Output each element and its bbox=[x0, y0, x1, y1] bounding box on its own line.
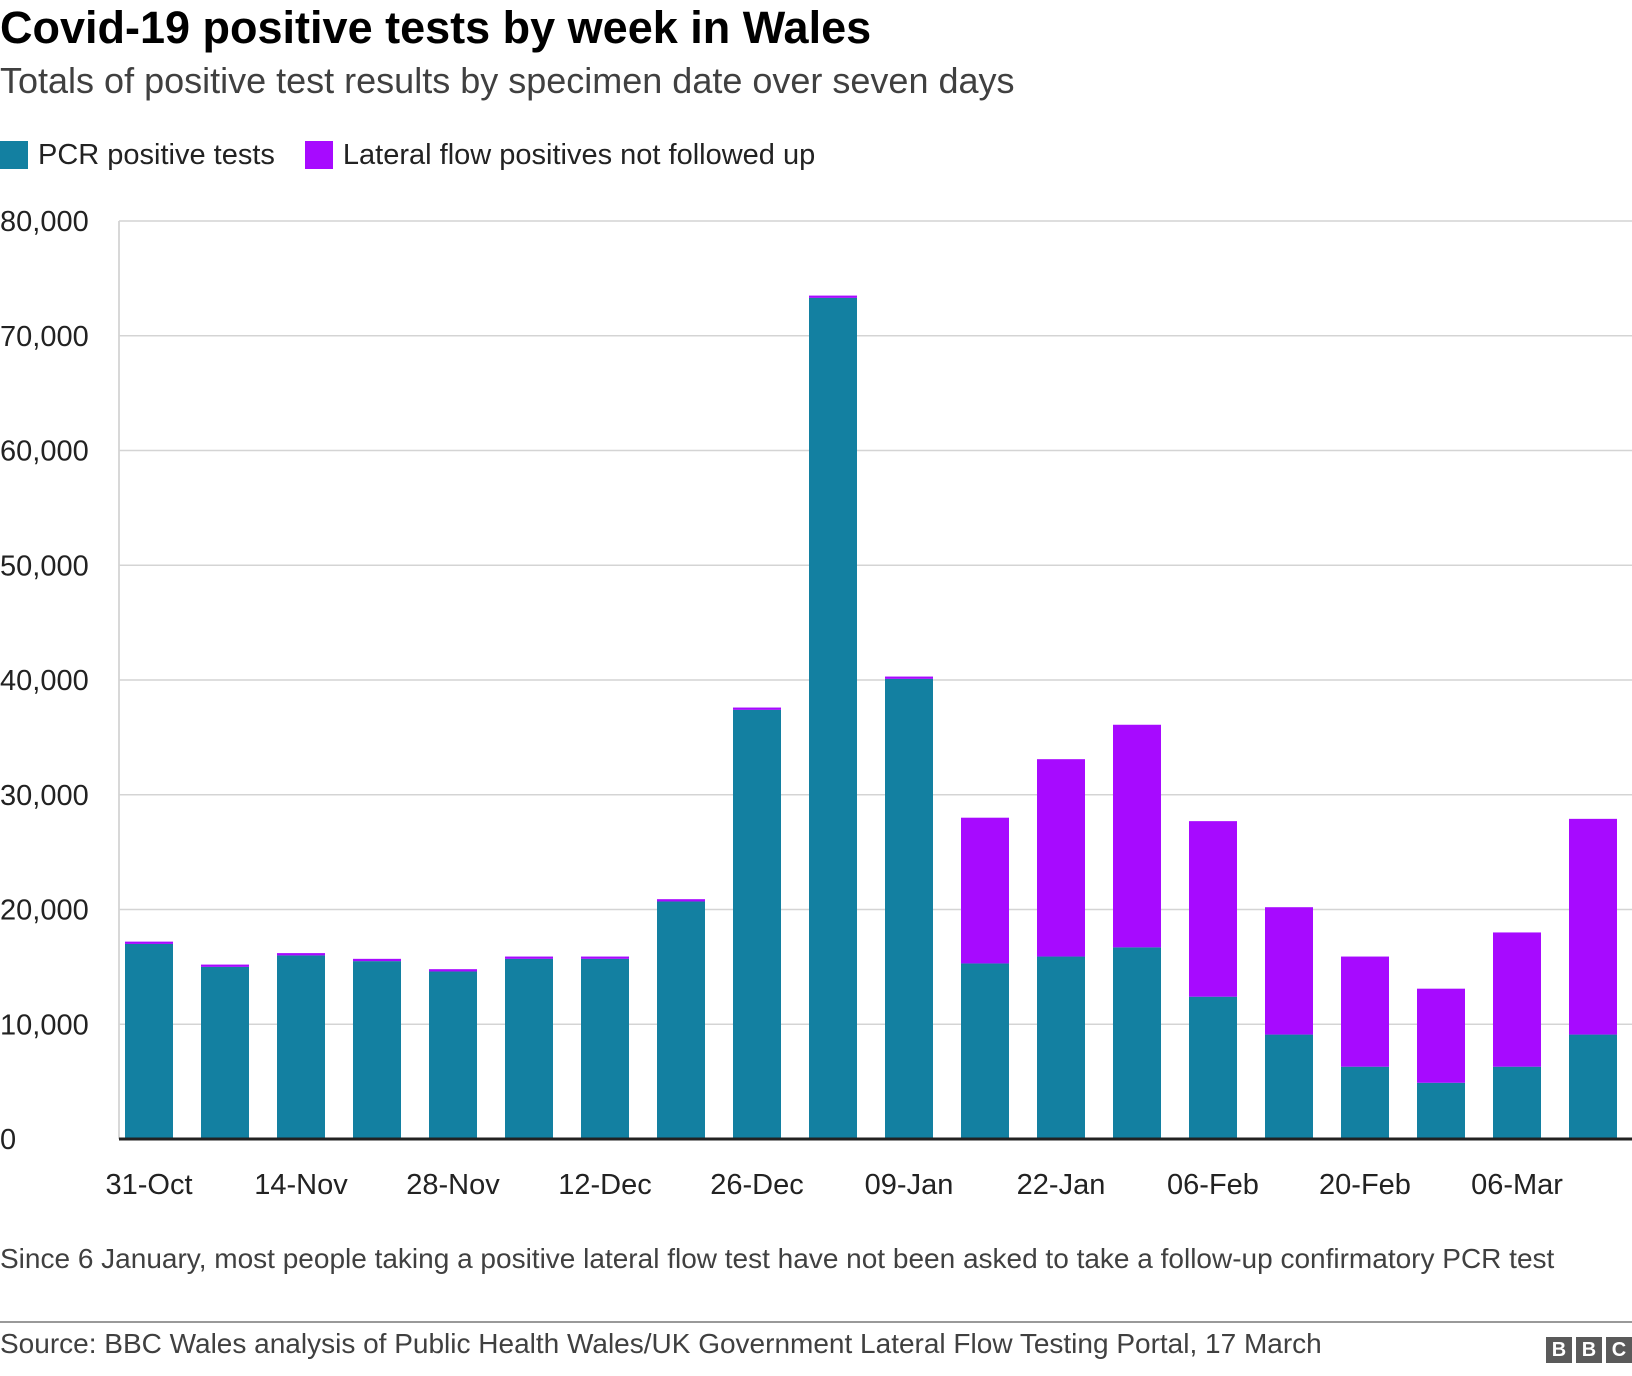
bar-pcr bbox=[429, 971, 477, 1139]
bar-lateral-flow bbox=[885, 676, 933, 679]
legend-label-pcr: PCR positive tests bbox=[38, 138, 275, 171]
bar-pcr bbox=[1037, 956, 1085, 1139]
bar-lateral-flow bbox=[1493, 932, 1541, 1067]
y-tick-label: 10,000 bbox=[0, 1009, 89, 1041]
bar-pcr bbox=[353, 961, 401, 1139]
bar-lateral-flow bbox=[961, 817, 1009, 964]
bar-lateral-flow bbox=[201, 964, 249, 967]
y-tick-label: 20,000 bbox=[0, 895, 89, 927]
x-tick-label: 31-Oct bbox=[105, 1169, 192, 1201]
x-tick-label: 06-Mar bbox=[1471, 1169, 1563, 1201]
x-tick-label: 28-Nov bbox=[406, 1169, 500, 1201]
y-tick-label: 30,000 bbox=[0, 780, 89, 812]
x-tick-label: 26-Dec bbox=[710, 1169, 804, 1201]
bar-pcr bbox=[657, 901, 705, 1139]
bar-lateral-flow bbox=[353, 958, 401, 962]
bar-pcr bbox=[1189, 996, 1237, 1139]
source-text: Source: BBC Wales analysis of Public Hea… bbox=[0, 1328, 1322, 1359]
bar-pcr bbox=[505, 958, 553, 1139]
bbc-logo-block: B bbox=[1576, 1337, 1602, 1363]
bbc-logo: B B C bbox=[1546, 1337, 1632, 1363]
bar-pcr bbox=[885, 678, 933, 1139]
bar-lateral-flow bbox=[1113, 724, 1161, 948]
bbc-logo-block: C bbox=[1606, 1337, 1632, 1363]
bar-pcr bbox=[809, 297, 857, 1139]
y-tick-label: 60,000 bbox=[0, 436, 89, 468]
bar-chart: 0 10,000 20,000 30,000 40,000 50,000 60,000 70,… bbox=[0, 206, 1632, 1201]
bar-lateral-flow bbox=[1341, 956, 1389, 1067]
x-tick-label: 09-Jan bbox=[865, 1169, 954, 1201]
bar-lateral-flow bbox=[657, 899, 705, 902]
bar-lateral-flow bbox=[277, 953, 325, 956]
x-tick-label: 14-Nov bbox=[254, 1169, 348, 1201]
bar-pcr bbox=[1341, 1066, 1389, 1139]
bar-pcr bbox=[1265, 1034, 1313, 1139]
bar-pcr bbox=[277, 955, 325, 1139]
x-tick-label: 12-Dec bbox=[558, 1169, 652, 1201]
legend-item-pcr: PCR positive tests bbox=[0, 139, 275, 172]
chart-title: Covid-19 positive tests by week in Wales bbox=[0, 2, 872, 53]
x-tick-label: 06-Feb bbox=[1167, 1169, 1259, 1201]
bar-lateral-flow bbox=[1037, 759, 1085, 957]
chart-note: Since 6 January, most people taking a po… bbox=[0, 1243, 1555, 1274]
chart-subtitle: Totals of positive test results by speci… bbox=[0, 60, 1015, 101]
legend-item-lateral-flow: Lateral flow positives not followed up bbox=[304, 138, 816, 172]
legend-swatch-pcr bbox=[0, 141, 28, 169]
bar-pcr bbox=[125, 943, 173, 1139]
bar-pcr bbox=[201, 966, 249, 1139]
bar-pcr bbox=[961, 963, 1009, 1139]
y-tick-label: 70,000 bbox=[0, 321, 89, 353]
bar-pcr bbox=[1569, 1034, 1617, 1139]
bar-pcr bbox=[581, 958, 629, 1139]
bar-lateral-flow bbox=[429, 969, 477, 972]
bar-lateral-flow bbox=[1417, 988, 1465, 1083]
bar-lateral-flow bbox=[1189, 821, 1237, 997]
bar-pcr bbox=[1417, 1082, 1465, 1139]
bar-lateral-flow bbox=[1569, 818, 1617, 1035]
x-tick-label: 22-Jan bbox=[1017, 1169, 1106, 1201]
bar-lateral-flow bbox=[809, 295, 857, 298]
footer-divider bbox=[0, 1321, 1632, 1323]
bar-pcr bbox=[733, 709, 781, 1139]
bar-lateral-flow bbox=[125, 941, 173, 944]
legend-label-lateral-flow: Lateral flow positives not followed up bbox=[342, 138, 816, 171]
legend-swatch-lateral-flow bbox=[304, 141, 333, 169]
legend: PCR positive tests Lateral flow positive… bbox=[0, 135, 845, 175]
bar-lateral-flow bbox=[505, 956, 553, 959]
bar-pcr bbox=[1493, 1066, 1541, 1139]
bbc-logo-block: B bbox=[1546, 1337, 1572, 1363]
bar-lateral-flow bbox=[1265, 907, 1313, 1035]
y-tick-label: 40,000 bbox=[0, 665, 89, 697]
y-tick-label: 50,000 bbox=[0, 550, 89, 582]
y-tick-label: 80,000 bbox=[0, 206, 89, 238]
bar-pcr bbox=[1113, 947, 1161, 1139]
y-tick-label: 0 bbox=[0, 1124, 16, 1156]
bar-lateral-flow bbox=[733, 707, 781, 710]
x-tick-label: 20-Feb bbox=[1319, 1169, 1411, 1201]
bar-lateral-flow bbox=[581, 956, 629, 959]
